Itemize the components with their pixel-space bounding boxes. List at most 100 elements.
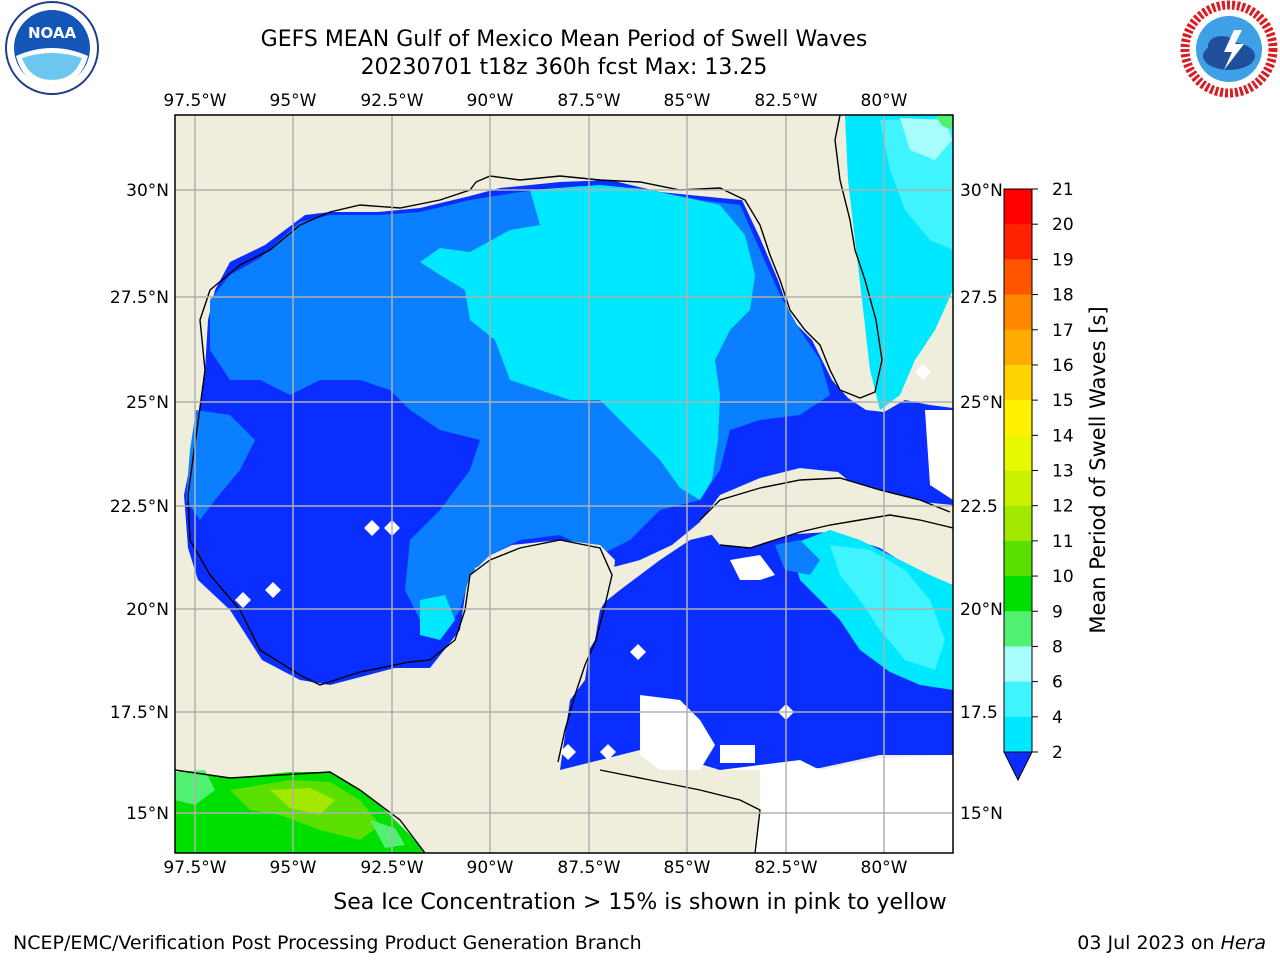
lon-label: 95°W — [270, 91, 317, 111]
national-weather-service-logo — [1180, 0, 1278, 98]
no-data-region — [560, 744, 576, 760]
colorbar-segment — [1004, 505, 1032, 542]
colorbar-segment — [1004, 646, 1032, 683]
lon-label: 82.5°W — [754, 91, 817, 111]
colorbar-segment — [1004, 259, 1032, 296]
no-data-region — [925, 410, 953, 500]
lon-label: 92.5°W — [360, 91, 423, 111]
lat-label: 22.5°N — [110, 497, 169, 517]
colorbar-segment — [1004, 294, 1032, 331]
lon-label: 92.5°W — [360, 858, 423, 878]
lon-labels-top: 97.5°W 95°W 92.5°W 90°W 87.5°W 85°W 82.5… — [163, 91, 907, 111]
lat-label: 30°N — [960, 181, 1003, 201]
no-data-region — [600, 744, 616, 760]
lat-label: 25°N — [960, 393, 1003, 413]
noaa-logo: NOAA — [5, 1, 99, 95]
colorbar-tick-label: 8 — [1052, 637, 1063, 657]
lon-label: 82.5°W — [754, 858, 817, 878]
colorbar-tick-label: 15 — [1052, 391, 1074, 411]
no-data-region — [235, 592, 251, 608]
lon-label: 97.5°W — [163, 858, 226, 878]
map-subtitle: 20230701 t18z 360h fcst Max: 13.25 — [360, 55, 768, 80]
no-data-region — [630, 644, 646, 660]
sea-ice-note-text: Sea Ice Concentration > 15% is shown in … — [333, 890, 947, 915]
coastline — [175, 115, 953, 853]
pacific-swell-field — [270, 788, 335, 815]
lon-label: 90°W — [467, 858, 514, 878]
map-title: GEFS MEAN Gulf of Mexico Mean Period of … — [260, 27, 868, 52]
lat-label: 20°N — [126, 600, 169, 620]
no-data-region — [720, 745, 755, 763]
lat-label: 30°N — [126, 181, 169, 201]
lon-label: 80°W — [861, 858, 908, 878]
colorbar-extend-min — [1003, 751, 1033, 782]
colorbar-label: Mean Period of Swell Waves [s] — [1086, 306, 1110, 634]
lon-label: 80°W — [861, 91, 908, 111]
lon-label: 85°W — [664, 91, 711, 111]
colorbar-segment — [1004, 364, 1032, 401]
colorbar-tick-label: 14 — [1052, 426, 1074, 446]
footer-date-text: 03 Jul 2023 on — [1077, 932, 1221, 954]
colorbar-segment — [1004, 576, 1032, 612]
colorbar-segment — [1004, 716, 1032, 753]
map-panel — [175, 115, 953, 853]
lon-label: 87.5°W — [557, 858, 620, 878]
no-data-region — [265, 582, 281, 598]
lat-label: 20°N — [960, 600, 1003, 620]
footer-host: Hera — [1220, 932, 1266, 954]
lon-label: 95°W — [270, 858, 317, 878]
colorbar-tick-label: 11 — [1052, 532, 1074, 552]
cuba-island — [700, 478, 953, 548]
lat-label: 27.5°N — [110, 288, 169, 308]
colorbar-tick-label: 10 — [1052, 567, 1074, 587]
colorbar-tick-label: 21 — [1052, 180, 1074, 200]
lon-labels-bottom: 97.5°W 95°W 92.5°W 90°W 87.5°W 85°W 82.5… — [163, 858, 907, 878]
colorbar: 2 4 6 8 9 10 11 12 13 14 15 16 17 18 19 20 21 — [1003, 180, 1074, 782]
swell-10-11s-zone-atlantic — [935, 115, 953, 130]
footer-date: 03 Jul 2023 on Hera — [1077, 932, 1266, 954]
lat-label: 27.5 — [960, 288, 998, 308]
no-data-region — [720, 755, 953, 853]
colorbar-segment — [1004, 470, 1032, 507]
swell-8-9s-zone-caribbean — [830, 545, 945, 670]
lat-label: 22.5 — [960, 497, 998, 517]
colorbar-segment — [1004, 189, 1032, 225]
colorbar-segment — [1004, 540, 1032, 577]
no-data-region — [730, 555, 775, 580]
lat-label: 15°N — [960, 804, 1003, 824]
no-data-region — [640, 695, 715, 770]
colorbar-segment — [1004, 681, 1032, 718]
colorbar-tick-label: 9 — [1052, 602, 1063, 622]
footer-credit: NCEP/EMC/Verification Post Processing Pr… — [13, 932, 642, 954]
lon-label: 97.5°W — [163, 91, 226, 111]
colorbar-segment — [1004, 400, 1032, 436]
lat-label: 17.5 — [960, 703, 998, 723]
colorbar-tick-label: 20 — [1052, 215, 1074, 235]
no-data-region — [364, 520, 380, 536]
swell-9-10s-zone-atlantic — [900, 118, 952, 160]
colorbar-tick-label: 16 — [1052, 356, 1074, 376]
colorbar-segment — [1004, 435, 1032, 471]
lat-label: 25°N — [126, 393, 169, 413]
swell-4-6s-zone-west — [186, 410, 255, 520]
lat-label: 15°N — [126, 804, 169, 824]
colorbar-tick-label: 4 — [1052, 708, 1063, 728]
lat-label: 17.5°N — [110, 703, 169, 723]
lat-labels-right: 30°N 27.5 25°N 22.5 20°N 17.5 15°N — [960, 181, 1003, 824]
colorbar-tick-label: 17 — [1052, 321, 1074, 341]
colorbar-segment — [1004, 329, 1032, 366]
colorbar-tick-label: 18 — [1052, 286, 1074, 306]
pacific-swell-field — [370, 820, 405, 848]
colorbar-tick-label: 13 — [1052, 462, 1074, 482]
colorbar-tick-label: 2 — [1052, 743, 1063, 763]
colorbar-tick-label: 12 — [1052, 497, 1074, 517]
gridlines — [175, 115, 953, 853]
lon-label: 87.5°W — [557, 91, 620, 111]
svg-text:NOAA: NOAA — [28, 24, 77, 42]
colorbar-tick-label: 6 — [1052, 673, 1063, 693]
sea-ice-note: Sea Ice Concentration > 15% is shown in … — [0, 890, 1280, 915]
lon-label: 85°W — [664, 858, 711, 878]
colorbar-segment — [1004, 611, 1032, 647]
map-frame — [174, 114, 954, 854]
